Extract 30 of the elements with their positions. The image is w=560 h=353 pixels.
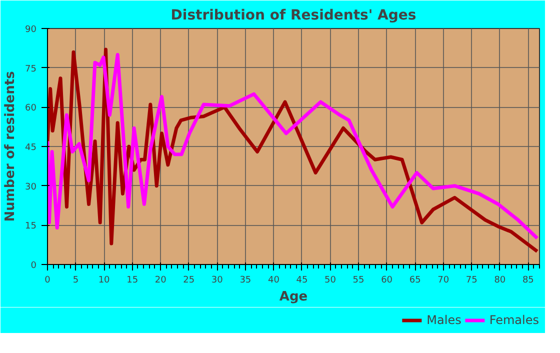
chart-title: Distribution of Residents' Ages: [170, 8, 416, 24]
y-tick-label: 75: [25, 64, 36, 74]
legend-label: Females: [489, 313, 539, 327]
x-tick-label: 20: [154, 276, 167, 286]
x-tick-label: 60: [381, 276, 393, 286]
y-tick-label: 90: [25, 25, 37, 35]
x-tick-label: 30: [211, 276, 224, 286]
x-tick-label: 50: [324, 276, 336, 286]
y-tick-label: 0: [30, 261, 37, 271]
x-tick-label: 10: [98, 276, 110, 286]
x-tick-label: 15: [126, 276, 138, 286]
y-tick-label: 60: [25, 104, 37, 114]
x-tick-label: 25: [183, 276, 195, 286]
x-tick-label: 75: [466, 276, 478, 286]
x-tick-label: 5: [72, 276, 79, 286]
x-tick-label: 85: [522, 276, 534, 286]
y-tick-label: 45: [25, 143, 36, 153]
x-axis-title: Age: [279, 290, 308, 304]
legend-label: Males: [426, 313, 462, 327]
x-tick-label: 40: [268, 276, 280, 286]
x-tick-label: 45: [296, 276, 308, 286]
y-tick-label: 30: [25, 182, 37, 192]
y-axis-title: Number of residents: [3, 70, 18, 222]
x-tick-label: 70: [438, 276, 450, 286]
x-tick-label: 65: [409, 276, 421, 286]
x-tick-label: 35: [240, 276, 252, 286]
x-tick-label: 80: [494, 276, 506, 286]
y-tick-label: 15: [25, 222, 36, 232]
x-tick-label: 0: [44, 276, 51, 286]
x-tick-label: 55: [352, 276, 364, 286]
